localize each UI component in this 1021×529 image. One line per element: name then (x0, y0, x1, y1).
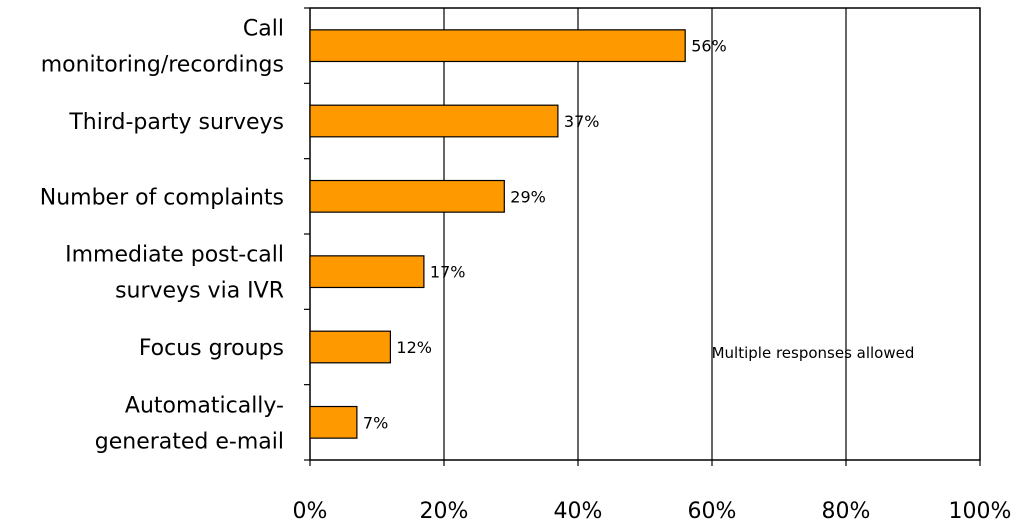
x-tick-label: 60% (688, 499, 737, 524)
category-label-5: generated e-mail (95, 429, 284, 454)
x-tick-label: 0% (293, 499, 328, 524)
bar-0 (309, 29, 686, 63)
category-label-0: Call (243, 17, 284, 42)
bar-value-label-3: 17% (430, 263, 466, 282)
bar-value-label-5: 7% (363, 413, 388, 432)
chart-annotation: Multiple responses allowed (712, 344, 915, 362)
bar-5 (309, 405, 358, 439)
bar-value-label-1: 37% (564, 112, 600, 131)
bar-value-label-4: 12% (396, 338, 432, 357)
bar-4 (309, 330, 392, 364)
bar-1 (309, 104, 559, 138)
x-tick-label: 20% (420, 499, 469, 524)
category-label-0: monitoring/recordings (41, 53, 284, 78)
category-label-3: surveys via IVR (115, 279, 284, 304)
bar-value-label-2: 29% (510, 187, 546, 206)
x-tick-label: 40% (554, 499, 603, 524)
category-label-5: Automatically- (125, 393, 284, 418)
bar-3 (309, 255, 425, 289)
plot-frame (309, 7, 981, 461)
x-tick-label: 80% (822, 499, 871, 524)
bar-value-label-0: 56% (691, 37, 727, 56)
category-label-1: Third-party surveys (68, 110, 284, 135)
x-tick-label: 100% (949, 499, 1012, 524)
category-label-3: Immediate post-call (65, 243, 284, 268)
category-label-2: Number of complaints (40, 185, 284, 210)
category-label-4: Focus groups (139, 336, 284, 361)
bar-2 (309, 179, 505, 213)
